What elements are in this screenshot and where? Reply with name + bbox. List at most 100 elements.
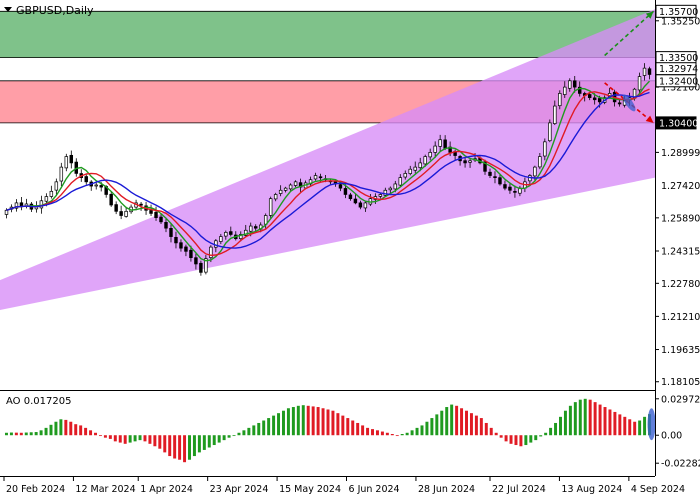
- candle-body: [119, 211, 123, 216]
- candle-body: [647, 68, 652, 75]
- arrows-layer: [604, 10, 655, 124]
- ao-bar: [98, 435, 102, 437]
- ao-bar: [410, 430, 414, 436]
- candle-body: [488, 171, 492, 176]
- candle-body: [398, 177, 402, 186]
- time-tick-label: 6 Jun 2024: [349, 484, 400, 495]
- price-tick-label: 1.19635: [661, 345, 700, 356]
- ao-bar: [346, 418, 350, 436]
- candle-body: [273, 194, 278, 200]
- ao-bar: [405, 432, 409, 436]
- candle-body: [483, 161, 487, 172]
- ao-bar: [183, 435, 187, 463]
- ao-bar: [375, 430, 379, 436]
- ao-bar: [202, 435, 206, 450]
- candle-body: [563, 86, 567, 95]
- price-tick-label: 1.21210: [661, 312, 700, 323]
- candle-body: [538, 156, 542, 168]
- ao-bar: [371, 429, 375, 436]
- candle-body: [109, 193, 113, 206]
- ao-bar: [336, 413, 340, 436]
- ao-bar: [563, 410, 567, 436]
- candle-body: [428, 152, 432, 158]
- candle-body: [573, 80, 577, 88]
- ao-bar: [549, 427, 553, 436]
- price-label-text: 1.32400: [659, 76, 698, 87]
- ao-bar: [138, 435, 142, 441]
- candle-body: [313, 175, 318, 180]
- candle-body: [114, 204, 118, 212]
- ao-bar: [573, 402, 577, 436]
- ao-bar: [514, 435, 518, 446]
- candle-body: [288, 184, 293, 190]
- candle-body: [169, 228, 173, 237]
- ao-bar: [311, 406, 315, 436]
- moving-averages-layer: [6, 80, 651, 262]
- candle-body: [578, 86, 582, 94]
- ao-bar: [435, 414, 439, 436]
- candle-body: [4, 209, 9, 215]
- ao-bar: [108, 435, 112, 439]
- candle-body: [348, 194, 353, 200]
- candle-body: [179, 242, 183, 249]
- collapse-triangle-icon[interactable]: [4, 7, 12, 12]
- candle-body: [194, 257, 198, 265]
- ao-bar: [494, 432, 498, 436]
- ao-bar: [242, 430, 246, 436]
- candle-body: [513, 190, 517, 193]
- candle-body: [224, 232, 228, 237]
- candle-body: [468, 160, 472, 163]
- time-tick-label: 20 Feb 2024: [6, 484, 65, 495]
- ao-bar: [192, 435, 196, 457]
- ao-bar: [455, 405, 459, 436]
- ao-bar: [188, 435, 191, 460]
- ao-tick-label: 0.00: [661, 431, 682, 442]
- candle-body: [558, 93, 562, 107]
- ao-bar: [158, 435, 162, 449]
- price-label-box: [655, 116, 697, 130]
- highlight-ellipse-icon: [622, 94, 636, 112]
- ao-bar: [450, 404, 454, 436]
- ao-bar: [598, 404, 602, 436]
- price-tick-label: 1.22780: [661, 279, 700, 290]
- ao-bar: [618, 414, 622, 436]
- candle-body: [463, 160, 467, 164]
- candle-body: [154, 211, 158, 218]
- price-tick-label: 1.18105: [661, 377, 700, 388]
- candle-body: [99, 185, 103, 188]
- ao-bar: [103, 435, 107, 438]
- ao-bar: [143, 435, 147, 442]
- forecast-arrow-line: [604, 10, 655, 57]
- ao-bar: [321, 408, 325, 436]
- ao-bar: [544, 432, 548, 436]
- ao-pane: [0, 391, 656, 476]
- candle-body: [338, 184, 343, 189]
- ao-bar: [217, 435, 221, 443]
- ao-bar: [237, 432, 241, 436]
- ao-bar: [54, 421, 58, 436]
- time-tick-label: 22 Jul 2024: [492, 484, 546, 495]
- price-label-box: [655, 74, 697, 88]
- ao-bar: [588, 399, 592, 436]
- candle-body: [418, 162, 422, 169]
- candle-body: [548, 122, 552, 142]
- candle-body: [293, 181, 298, 186]
- ao-bar: [534, 435, 538, 441]
- ao-bar: [445, 407, 449, 436]
- ao-bar: [262, 420, 266, 436]
- ao-bar: [395, 435, 399, 437]
- candle-body: [443, 139, 447, 149]
- ao-bar: [133, 435, 137, 442]
- candle-body: [254, 226, 258, 229]
- ao-bar: [420, 425, 424, 436]
- candle-body: [508, 186, 512, 191]
- ao-bar: [559, 416, 562, 436]
- ao-bar: [465, 410, 468, 436]
- ao-bar: [568, 405, 572, 436]
- candle-body: [533, 166, 537, 177]
- ao-bar: [173, 435, 177, 459]
- candle-body: [94, 184, 98, 187]
- candle-body: [617, 102, 622, 105]
- ao-bar: [84, 427, 88, 436]
- price-label-text: 1.35700: [659, 7, 698, 18]
